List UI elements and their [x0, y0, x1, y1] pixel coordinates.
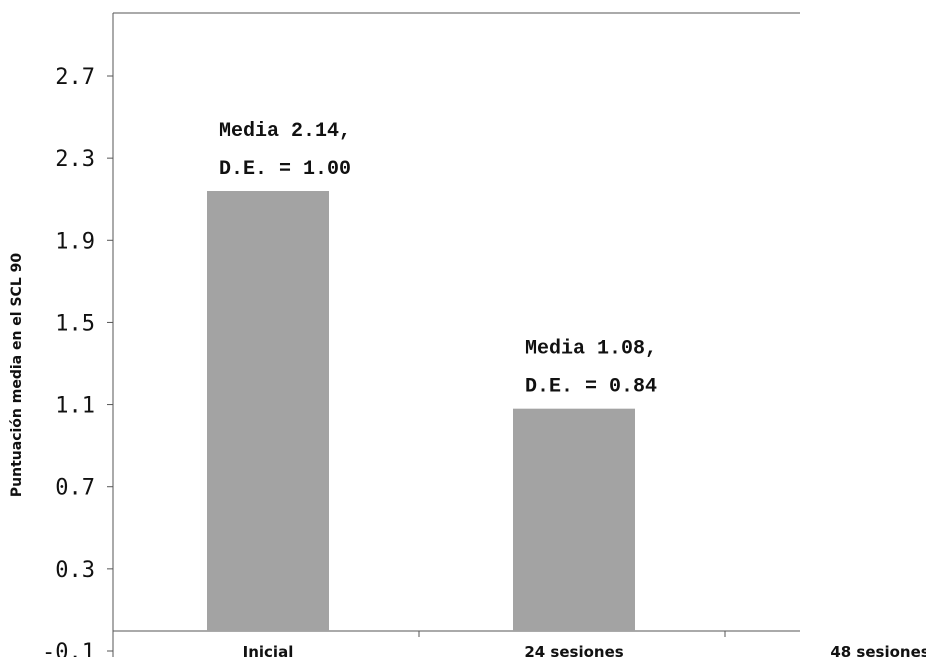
y-tick-label: 1.5 [55, 311, 95, 336]
y-tick-label: 1.9 [55, 229, 95, 254]
bar [207, 191, 329, 631]
data-label: Media 2.14, [219, 120, 351, 143]
bar [513, 408, 635, 631]
y-axis-label: Puntuación media en el SCL 90 [9, 253, 25, 497]
bars [207, 191, 635, 631]
y-tick-label: 0.7 [55, 476, 95, 501]
x-tick-label: 24 sesiones [524, 643, 623, 657]
data-label: D.E. = 1.00 [219, 158, 351, 181]
data-label: Media 1.08, [525, 338, 657, 361]
x-tick-label: Inicial [243, 643, 294, 657]
y-tick-label: 1.1 [55, 394, 95, 419]
y-tick-label: 0.3 [55, 558, 95, 583]
y-tick-label: -0.1 [42, 640, 95, 657]
y-ticks: -0.1 0.3 0.7 1.1 1.5 1.9 2.3 2.7 [42, 65, 113, 657]
data-label: D.E. = 0.84 [525, 376, 657, 399]
x-ticks: Inicial 24 sesiones 48 sesiones [243, 631, 926, 657]
data-labels: Media 2.14, D.E. = 1.00 Media 1.08, D.E. = … [219, 120, 657, 399]
y-tick-label: 2.3 [55, 147, 95, 172]
x-tick-label: 48 sesiones [830, 643, 926, 657]
y-tick-label: 2.7 [55, 65, 95, 90]
